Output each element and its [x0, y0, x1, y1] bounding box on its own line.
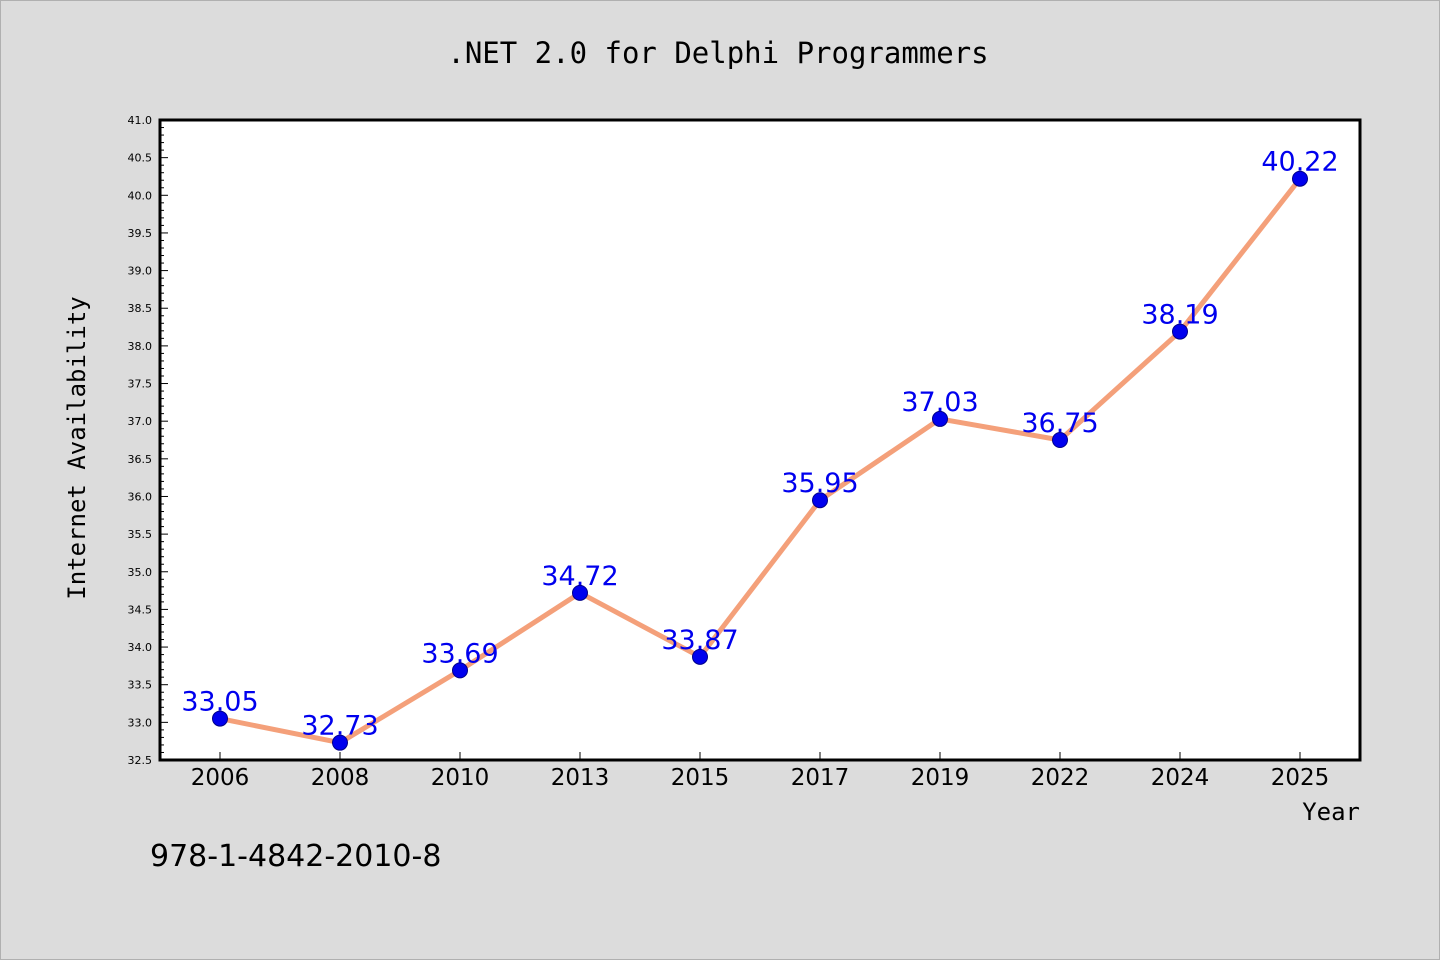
y-tick-label: 39.0: [128, 265, 153, 278]
y-tick-label: 34.5: [128, 603, 153, 616]
plot-area: [160, 120, 1360, 760]
plot-frame: [158, 118, 1362, 762]
y-tick-label: 33.5: [128, 679, 153, 692]
x-tick-label: 2022: [1031, 765, 1090, 791]
data-point: [332, 734, 348, 751]
data-label-group: 33.05 32.73 33.69 34.72 33.87 35.95 37.03 36.75…: [181, 147, 1338, 742]
y-tick-label: 38.0: [128, 340, 153, 353]
data-label: 36.75: [1021, 408, 1098, 439]
x-tick-label: 2013: [551, 765, 610, 791]
data-label: 40.22: [1261, 147, 1338, 178]
chart-title: .NET 2.0 for Delphi Programmers: [447, 36, 988, 70]
y-tick-label: 40.0: [128, 189, 153, 202]
y-tick-label: 37.0: [128, 415, 153, 428]
data-point: [452, 662, 468, 679]
data-label: 34.72: [541, 561, 618, 592]
y-tick-label: 36.0: [128, 490, 153, 503]
data-label: 33.05: [181, 687, 258, 718]
y-axis-label: Internet Availability: [63, 296, 91, 599]
x-tick-label: 2015: [671, 765, 730, 791]
data-point: [212, 710, 228, 727]
y-tick-label: 37.5: [128, 378, 153, 391]
y-tick-label: 33.0: [128, 716, 153, 729]
data-label: 32.73: [301, 711, 378, 742]
y-tick-label: 34.0: [128, 641, 153, 654]
y-tick-label: 41.0: [128, 114, 153, 127]
x-tick-label: 2019: [911, 765, 970, 791]
data-point-markers: [212, 170, 1308, 751]
data-point: [692, 648, 708, 665]
y-tick-label: 38.5: [128, 302, 153, 315]
isbn-text: 978-1-4842-2010-8: [150, 839, 441, 874]
x-tick-label: 2017: [791, 765, 850, 791]
x-tick-label: 2025: [1271, 765, 1330, 791]
data-point: [572, 584, 588, 601]
data-label: 37.03: [901, 387, 978, 418]
y-tick-label: 36.5: [128, 453, 153, 466]
data-label: 38.19: [1141, 300, 1218, 331]
x-tick-label: 2010: [431, 765, 490, 791]
y-tick-label: 35.0: [128, 566, 153, 579]
data-point: [1052, 432, 1068, 448]
series-line-group: [217, 176, 1303, 746]
y-axis-ticks: 32.5 33.0 33.5 34.0 34.5 35.0 35.5 36.0 36.5 37.0…: [128, 114, 168, 767]
x-tick-label: 2024: [1151, 765, 1210, 791]
data-label: 35.95: [781, 468, 858, 499]
y-tick-label: 39.5: [128, 227, 153, 240]
data-label: 33.87: [661, 625, 738, 656]
y-tick-label: 35.5: [128, 528, 153, 541]
x-tick-label: 2006: [191, 765, 250, 791]
data-point: [1292, 170, 1308, 187]
x-axis-ticks: 2006 2008 2010 2013 2015 2017 2019 2022 2024 2025: [191, 752, 1330, 791]
data-point: [932, 410, 948, 427]
x-tick-label: 2008: [311, 765, 370, 791]
data-label: 33.69: [421, 638, 498, 669]
data-point: [812, 492, 828, 509]
series-line: [217, 176, 1303, 746]
x-axis-label: Year: [1302, 798, 1360, 826]
y-tick-label: 32.5: [128, 754, 153, 767]
data-point: [1172, 323, 1188, 340]
y-tick-label: 40.5: [128, 152, 153, 165]
